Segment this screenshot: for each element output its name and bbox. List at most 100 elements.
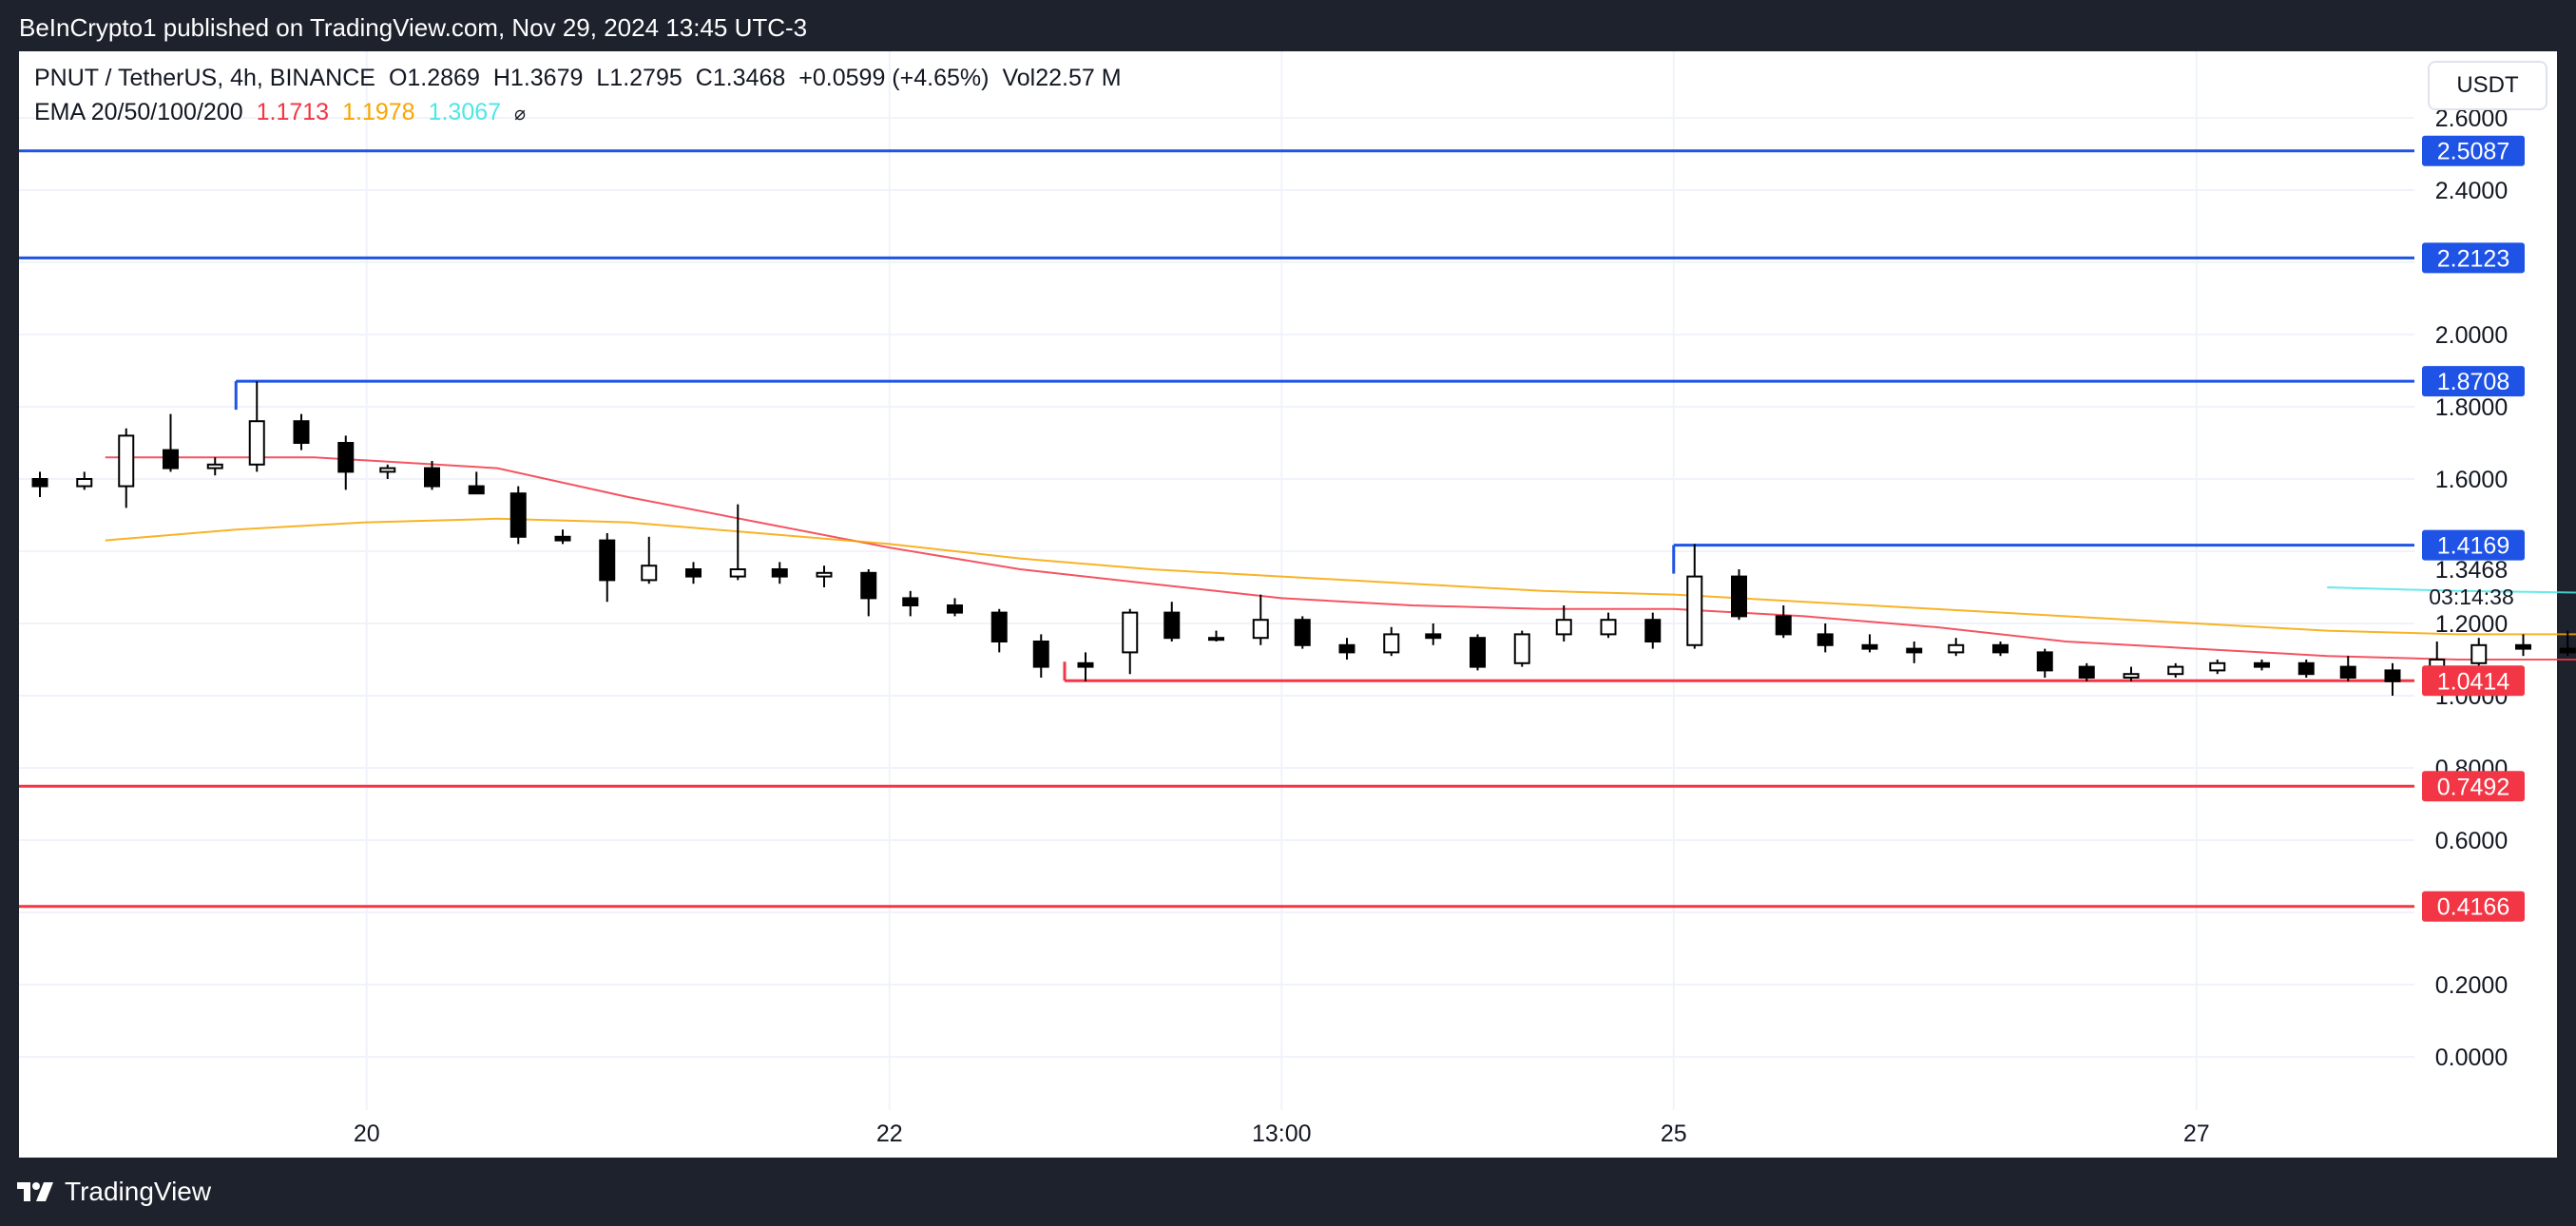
- bar-countdown: 03:14:38: [2429, 584, 2514, 609]
- resistance-price-label: 2.2123: [2437, 245, 2509, 272]
- candle-up: [1600, 612, 1617, 639]
- candle-body: [1600, 619, 1617, 636]
- candle-down: [424, 461, 440, 490]
- candle-down: [2384, 662, 2401, 696]
- candle-up: [2167, 662, 2184, 678]
- candle-body: [509, 492, 527, 538]
- candle-down: [468, 471, 485, 495]
- candle-body: [1294, 619, 1311, 646]
- candle-body: [990, 611, 1008, 642]
- candle-down: [1338, 638, 1355, 660]
- candle-down: [1731, 569, 1747, 621]
- candle-body: [1731, 575, 1747, 618]
- candle-down: [2297, 660, 2315, 678]
- candle-body: [2123, 673, 2140, 680]
- candle-down: [1644, 612, 1662, 649]
- candle-down: [1861, 634, 1878, 653]
- candle-down: [2036, 648, 2053, 678]
- resistance-price-tag: [2422, 529, 2525, 561]
- low-value: L1.2795: [596, 65, 682, 91]
- resistance-price-tag: [2422, 135, 2525, 166]
- candle-down: [1077, 652, 1094, 681]
- y-tick-label: 2.4000: [2435, 178, 2508, 204]
- candle-body: [2515, 643, 2531, 650]
- candle-body: [729, 568, 746, 578]
- candle-body: [1686, 575, 1703, 646]
- candle-body: [1861, 643, 1878, 650]
- candle-body: [206, 463, 223, 469]
- candle-body: [293, 420, 310, 445]
- candle-up: [816, 565, 833, 587]
- ema-layer: [105, 456, 2576, 661]
- candle-down: [599, 533, 616, 603]
- candle-down: [1992, 642, 2009, 657]
- candle-body: [1644, 619, 1662, 643]
- x-tick-label: 27: [2183, 1121, 2210, 1147]
- candle-body: [337, 442, 355, 473]
- candle-body: [379, 467, 396, 473]
- axis-layer: 0.00000.20000.40000.60000.80001.00001.20…: [354, 105, 2508, 1147]
- x-tick-label: 22: [876, 1121, 903, 1147]
- ema-legend: EMA 20/50/100/200 1.1713 1.1978 1.3067 ⌀: [34, 99, 539, 126]
- symbol-title[interactable]: PNUT / TetherUS, 4h, BINANCE: [34, 65, 375, 91]
- support-price-tag: [2422, 665, 2525, 697]
- candle-down: [1470, 634, 1486, 671]
- x-tick-label: 20: [354, 1121, 380, 1147]
- ema-label[interactable]: EMA 20/50/100/200: [34, 99, 243, 125]
- candle-down: [947, 598, 963, 617]
- last-price-label: 1.3468: [2435, 557, 2508, 584]
- currency-button[interactable]: USDT: [2428, 61, 2547, 110]
- open-value: O1.2869: [388, 65, 480, 91]
- candle-body: [1122, 611, 1139, 654]
- candle-body: [1425, 633, 1442, 640]
- candle-down: [1425, 623, 1442, 645]
- chart-area[interactable]: [19, 51, 2557, 1158]
- candle-body: [2078, 665, 2095, 679]
- candle-down: [337, 435, 355, 490]
- publisher-caption: BeInCrypto1 published on TradingView.com…: [19, 13, 808, 42]
- candle-down: [685, 562, 702, 584]
- tradingview-brand: TradingView: [65, 1177, 212, 1206]
- candle-up: [1122, 608, 1139, 675]
- candle-up: [1948, 638, 1965, 657]
- resistance-price-label: 1.4169: [2437, 533, 2509, 560]
- candle-up: [76, 471, 93, 490]
- ema100-value: 1.3067: [428, 99, 502, 125]
- change-value: +0.0599 (+4.65%): [798, 65, 990, 91]
- candle-body: [860, 571, 877, 600]
- resistance-price-label: 2.5087: [2437, 139, 2509, 165]
- candle-body: [2167, 665, 2184, 676]
- support-price-label: 1.0414: [2437, 668, 2510, 695]
- candle-down: [2515, 634, 2531, 657]
- candle-body: [599, 539, 616, 582]
- candle-body: [1513, 633, 1530, 664]
- candle-up: [379, 464, 396, 479]
- tradingview-logo[interactable]: TradingView: [17, 1175, 211, 1209]
- ema-line-ema100: [2327, 586, 2576, 594]
- candle-down: [1163, 602, 1181, 642]
- y-tick-label: 2.0000: [2435, 322, 2508, 349]
- candle-body: [1383, 633, 1400, 654]
- grid-layer: [19, 51, 2414, 1110]
- label-layer: 2.5087 2.2123 1.8708 1.4169 1.0414 0.7492 0.41…: [2422, 135, 2525, 922]
- support-price-tag: [2422, 771, 2525, 802]
- candle-down: [163, 413, 179, 472]
- hidden-indicator-icon[interactable]: ⌀: [514, 104, 527, 125]
- candle-body: [76, 478, 93, 488]
- candle-down: [1817, 623, 1834, 653]
- candle-body: [1817, 633, 1834, 646]
- tradingview-logo-icon: [17, 1182, 53, 1201]
- resistance-price-tag: [2422, 242, 2525, 274]
- candle-up: [206, 457, 223, 476]
- candle-body: [118, 434, 135, 488]
- candle-body: [902, 597, 919, 607]
- candle-down: [2339, 656, 2356, 681]
- candle-up: [2123, 666, 2140, 681]
- y-tick-label: 1.2000: [2435, 611, 2508, 638]
- candle-body: [248, 420, 265, 466]
- candle-body: [1948, 643, 1965, 654]
- candle-body: [2297, 661, 2315, 676]
- symbol-legend: PNUT / TetherUS, 4h, BINANCE O1.2869 H1.36…: [34, 65, 1135, 92]
- y-tick-label: 1.6000: [2435, 467, 2508, 493]
